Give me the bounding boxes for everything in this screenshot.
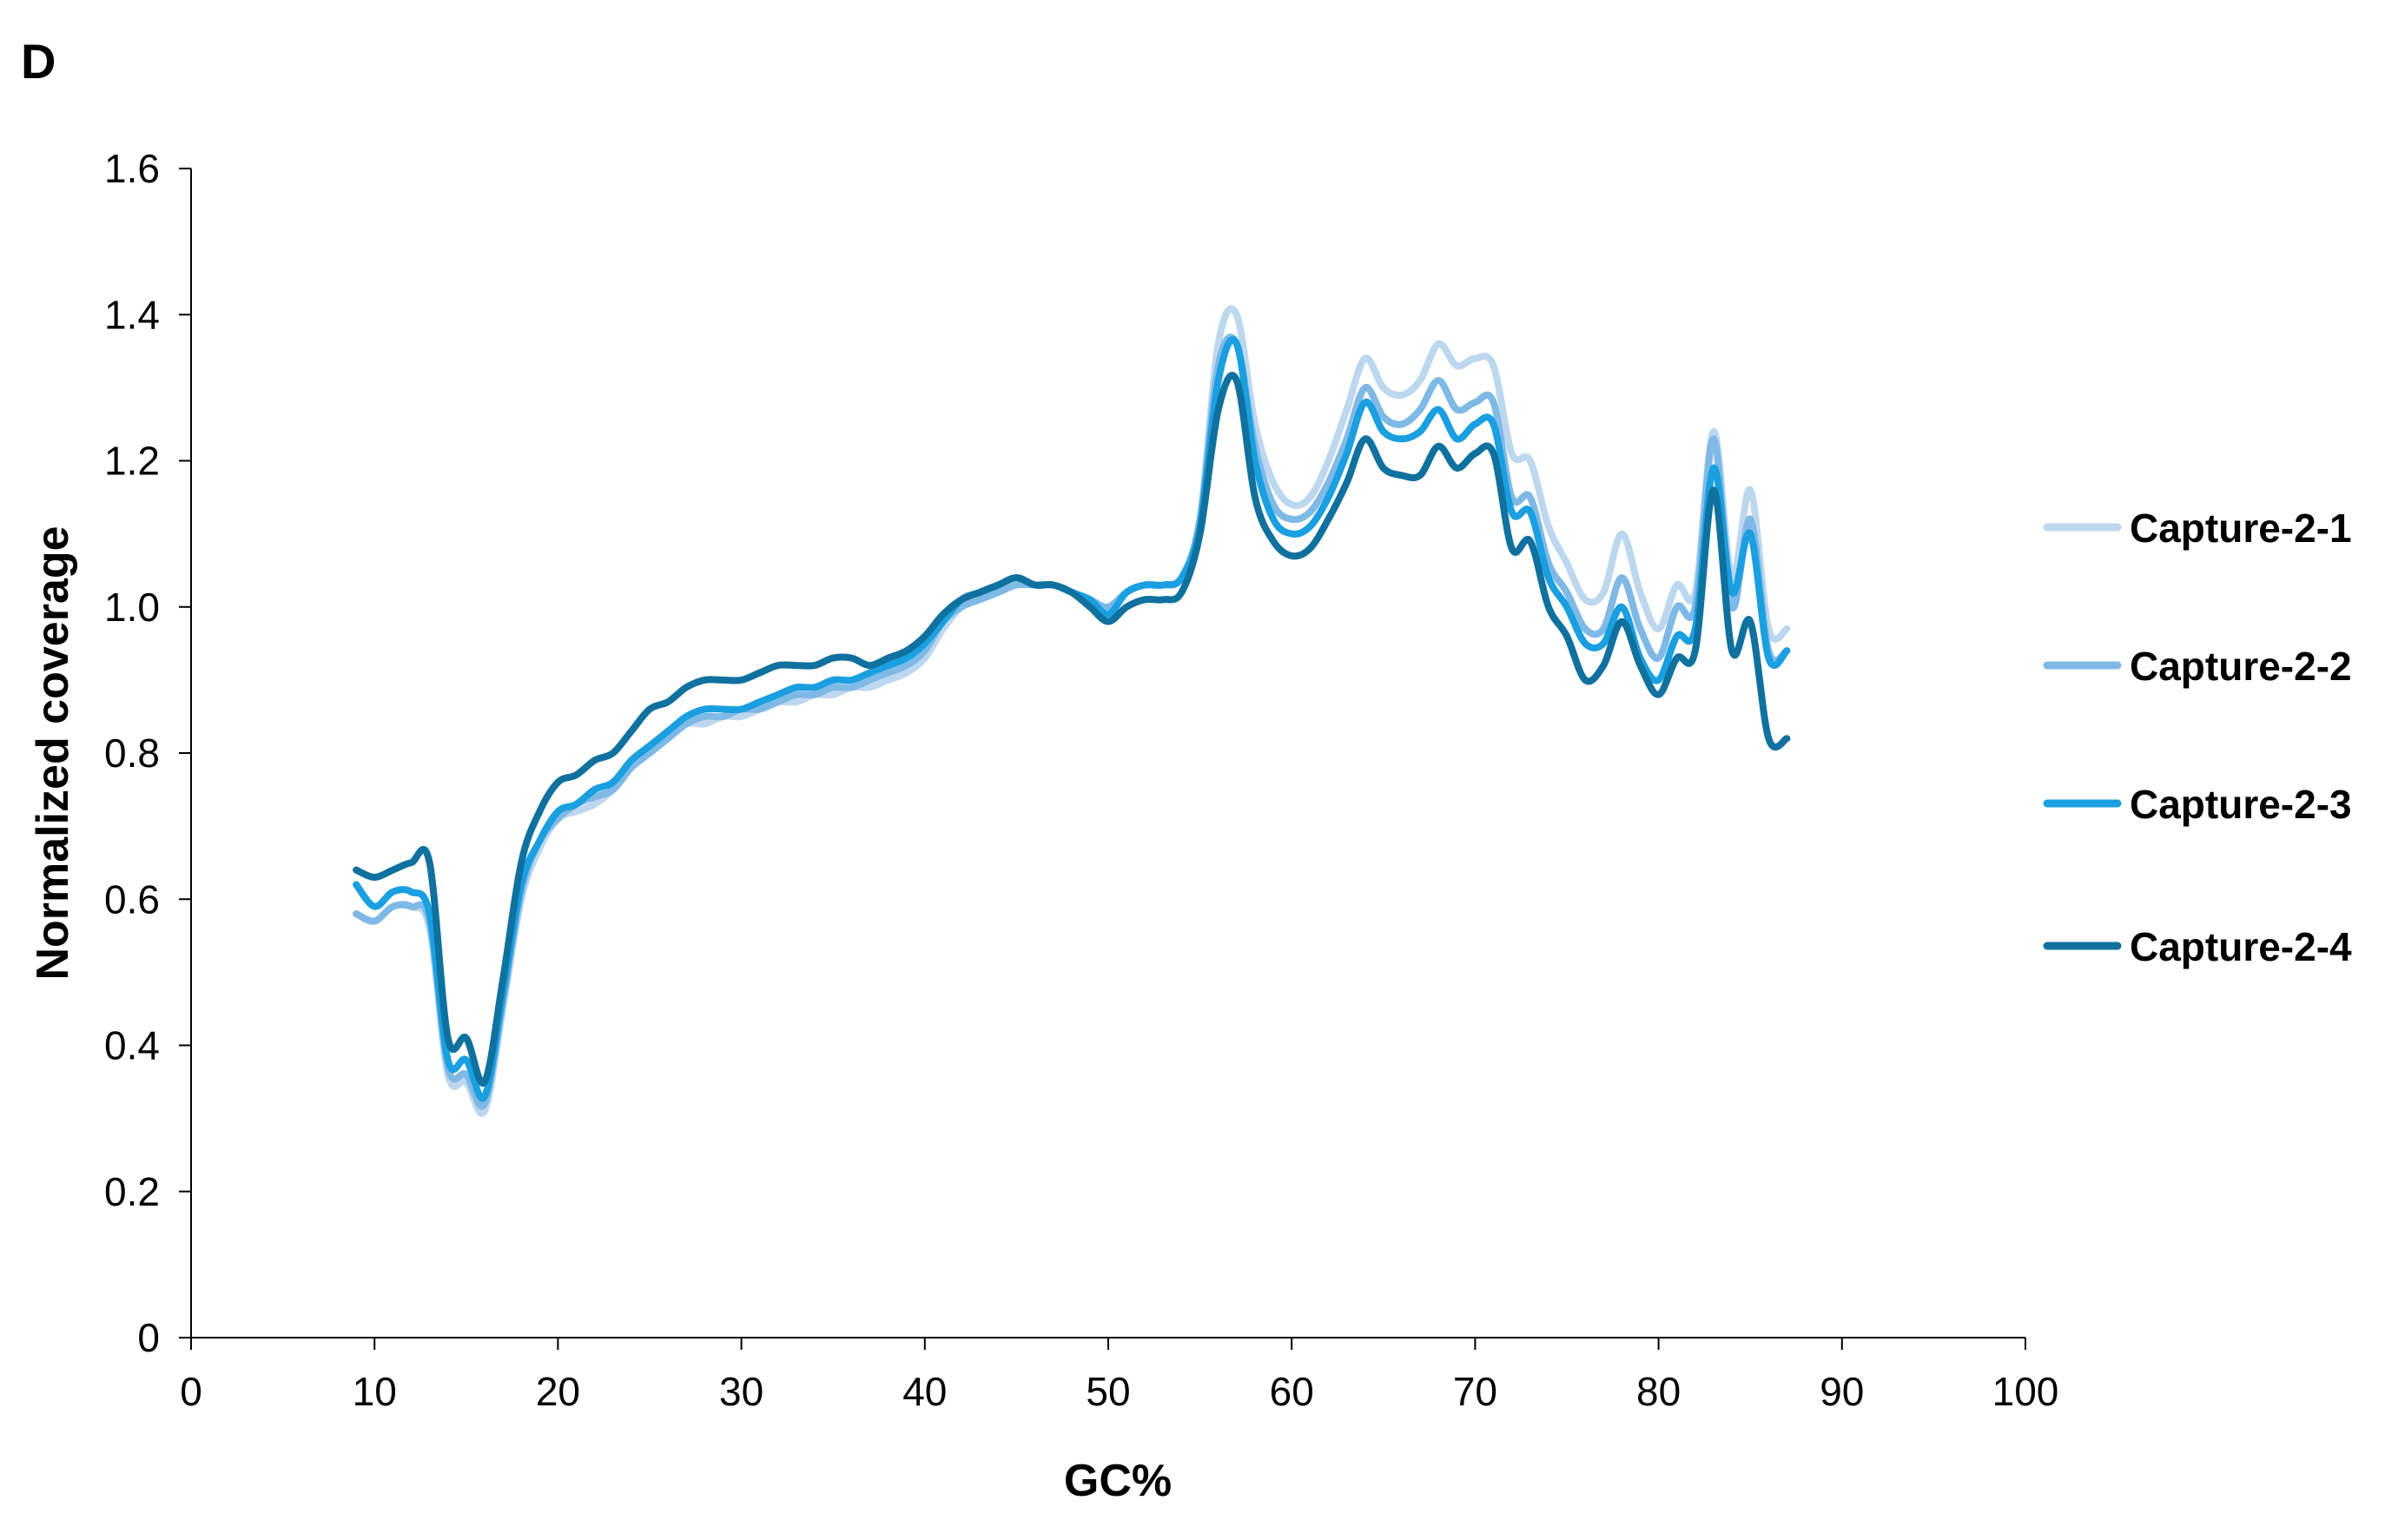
x-tick-label: 10	[353, 1369, 397, 1414]
x-tick-label: 60	[1270, 1369, 1314, 1414]
series-group	[353, 305, 1791, 1117]
plot-area	[353, 305, 1791, 1117]
x-axis-title: GC%	[1064, 1456, 1172, 1506]
x-tick-label: 80	[1636, 1369, 1681, 1414]
legend-label-2: Capture-2-2	[2130, 644, 2352, 689]
series-line-1	[353, 305, 1791, 1117]
x-tick-label: 70	[1453, 1369, 1497, 1414]
y-tick-label: 0.8	[104, 730, 160, 776]
series-line-3	[353, 335, 1791, 1102]
y-tick-label: 1.2	[104, 439, 160, 484]
series-line-2	[353, 334, 1791, 1110]
x-tick-label: 90	[1820, 1369, 1864, 1414]
x-tick-label: 100	[1992, 1369, 2059, 1414]
legend-label-4: Capture-2-4	[2130, 924, 2352, 969]
y-tick-label: 0	[137, 1315, 160, 1360]
y-tick-label: 0.2	[104, 1169, 160, 1214]
legend-label-1: Capture-2-1	[2130, 506, 2352, 551]
y-tick-label: 0.6	[104, 876, 160, 922]
legend-label-3: Capture-2-3	[2130, 782, 2352, 827]
x-tick-label: 40	[902, 1369, 947, 1414]
y-tick-label: 1.0	[104, 585, 160, 630]
y-tick-label: 0.4	[104, 1023, 160, 1068]
panel-label: D	[21, 34, 56, 89]
y-tick-label: 1.6	[104, 146, 160, 191]
x-tick-label: 20	[536, 1369, 580, 1414]
x-axis-ticks: 0 10 20 30 40 50 60 70 80 90 100	[180, 1338, 2058, 1414]
y-tick-label: 1.4	[104, 292, 160, 337]
legend: Capture-2-1 Capture-2-2 Capture-2-3 Capture…	[2043, 506, 2352, 969]
series-line-4	[353, 372, 1791, 1087]
x-tick-label: 30	[719, 1369, 763, 1414]
y-axis-ticks: 0 0.2 0.4 0.6 0.8 1.0 1.2 1.4 1.6	[104, 146, 191, 1360]
x-tick-label: 50	[1086, 1369, 1130, 1414]
x-tick-label: 0	[180, 1369, 202, 1414]
y-axis-title: Normalized coverage	[28, 525, 78, 980]
